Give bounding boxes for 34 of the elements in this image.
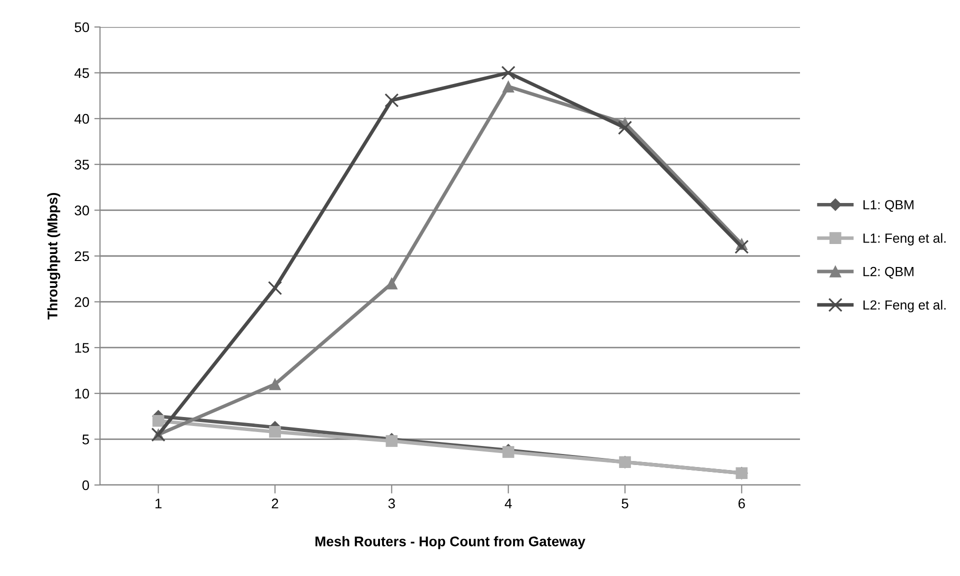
y-tick-label: 15 (75, 343, 90, 353)
point (502, 80, 514, 92)
y-tick-label: 45 (74, 68, 90, 78)
legend-label: L2: Feng et al. (864, 300, 946, 312)
x-tick-label: 4 (504, 498, 512, 508)
y-tick-label: 25 (74, 251, 90, 262)
x-tick-label: 1 (156, 498, 162, 508)
point (269, 378, 281, 390)
point (501, 66, 516, 80)
legend-label: L2: QBM (864, 266, 914, 279)
y-tick-label: 20 (74, 297, 90, 307)
point (384, 93, 399, 108)
y-axis-title: Throughput (Mbps) (47, 193, 60, 320)
x-tick-label: 3 (388, 498, 395, 508)
x-tick-label: 2 (272, 498, 278, 508)
y-tick-label: 10 (75, 388, 90, 399)
y-tick-label: 0 (82, 480, 90, 490)
point (269, 426, 281, 438)
point (734, 240, 749, 254)
x-tick-label: 6 (738, 498, 745, 508)
point (152, 414, 164, 427)
x-tick-label: 5 (622, 498, 628, 508)
y-tick-label: 50 (74, 22, 90, 32)
y-tick-label: 35 (74, 160, 90, 170)
y-tick-label: 30 (74, 206, 90, 216)
point (502, 446, 514, 458)
y-tick-label: 40 (74, 114, 90, 124)
legend-label: L1: QBM (864, 200, 914, 212)
x-axis-title: Mesh Routers - Hop Count from Gateway (316, 536, 586, 550)
point (618, 120, 632, 135)
point (386, 435, 398, 447)
point (268, 280, 282, 296)
legend-label: L1: Feng et al. (864, 233, 946, 246)
y-tick-label: 5 (82, 434, 89, 444)
